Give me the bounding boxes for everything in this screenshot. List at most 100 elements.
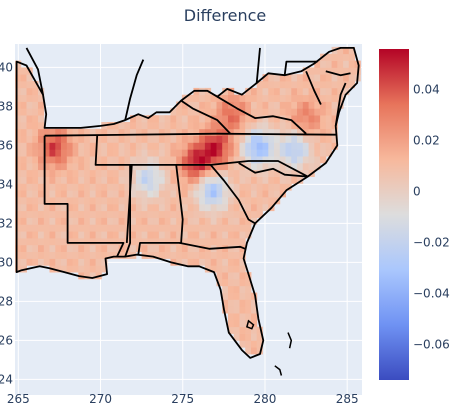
heatmap-cell [251, 340, 258, 348]
heatmap-cell [262, 122, 269, 130]
heatmap-cell [43, 224, 50, 232]
heatmap-cell [251, 128, 258, 136]
heatmap-cell [141, 169, 148, 177]
heatmap-cell [95, 251, 102, 259]
heatmap-cell [210, 183, 217, 191]
heatmap-cell [43, 197, 50, 205]
heatmap-cell [141, 156, 148, 164]
heatmap-cell [153, 183, 160, 191]
heatmap-cell [170, 135, 177, 143]
heatmap-cell [26, 217, 33, 225]
heatmap-cell [256, 115, 263, 123]
heatmap-cell [245, 142, 252, 150]
heatmap-cell [337, 87, 344, 96]
heatmap-cell [130, 115, 137, 123]
heatmap-cell [26, 176, 33, 184]
heatmap-cell [78, 210, 85, 218]
heatmap-cell [325, 81, 332, 89]
heatmap-cell [239, 156, 246, 164]
heatmap-cell [130, 122, 137, 130]
heatmap-cell [55, 142, 62, 150]
heatmap-cell [20, 162, 27, 171]
heatmap-cell [55, 128, 62, 136]
heatmap-cell [89, 183, 96, 191]
heatmap-cell [181, 197, 189, 205]
heatmap-cell [314, 101, 321, 109]
heatmap-cell [181, 115, 189, 123]
heatmap-cell [107, 183, 114, 191]
heatmap-cell [233, 149, 240, 157]
heatmap-cell [239, 101, 246, 109]
heatmap-cell [210, 135, 217, 143]
heatmap-cell [101, 203, 108, 212]
heatmap-cell [228, 190, 235, 198]
heatmap-cell [274, 142, 281, 150]
heatmap-cell [216, 217, 223, 225]
heatmap-cell [15, 149, 22, 157]
heatmap-cell [291, 169, 298, 177]
heatmap-cell [158, 128, 166, 136]
heatmap-cell [32, 94, 39, 102]
heatmap-cell [32, 149, 39, 157]
heatmap-cell [170, 162, 177, 171]
heatmap-cell [118, 142, 125, 150]
heatmap-cell [112, 176, 120, 184]
heatmap-cell [222, 162, 229, 171]
heatmap-cell [101, 183, 108, 191]
heatmap-cell [233, 162, 240, 171]
heatmap-cell [297, 94, 304, 102]
heatmap-cell [320, 67, 327, 75]
heatmap-cell [170, 203, 177, 212]
heatmap-cell [95, 203, 102, 212]
heatmap-cell [89, 265, 96, 273]
heatmap-cell [239, 272, 246, 280]
heatmap-cell [78, 149, 85, 157]
heatmap-cell [61, 142, 68, 150]
heatmap-cell [130, 156, 137, 164]
state-border [305, 70, 322, 105]
heatmap-cell [107, 224, 114, 232]
heatmap-cell [61, 217, 68, 225]
heatmap-cell [147, 197, 154, 205]
heatmap-cell [107, 251, 114, 259]
heatmap-cell [251, 176, 258, 184]
heatmap-cell [239, 217, 246, 225]
heatmap-cell [297, 87, 304, 96]
heatmap-cell [245, 333, 252, 341]
heatmap-cell [216, 169, 223, 177]
heatmap-cell [130, 210, 137, 218]
y-tick-label: 26 [0, 333, 13, 347]
heatmap-cell [233, 333, 240, 341]
heatmap-cell [20, 135, 27, 143]
heatmap-cell [256, 135, 263, 143]
heatmap-cell [147, 135, 154, 143]
heatmap-cell [49, 156, 56, 164]
heatmap-cell [256, 190, 263, 198]
heatmap-cell [325, 60, 332, 68]
state-border [43, 135, 125, 257]
heatmap-cell [147, 122, 154, 130]
heatmap-cell [216, 156, 223, 164]
heatmap-cell [15, 251, 22, 259]
heatmap-cell [251, 108, 258, 116]
heatmap-cell [302, 135, 309, 143]
heatmap-cell [193, 108, 200, 116]
heatmap-cell [72, 231, 79, 239]
heatmap-cell [101, 156, 108, 164]
heatmap-cell [331, 128, 338, 136]
heatmap-cell [251, 156, 258, 164]
heatmap-cell [112, 169, 120, 177]
heatmap-cell [153, 122, 160, 130]
heatmap-cell [118, 149, 125, 157]
heatmap-cell [320, 108, 327, 116]
heatmap-cell [32, 128, 39, 136]
heatmap-cell [285, 149, 292, 157]
heatmap-cell [314, 108, 321, 116]
heatmap-cell [199, 197, 206, 205]
heatmap-cell [228, 135, 235, 143]
island-outline [274, 365, 283, 376]
heatmap-cell [228, 142, 235, 150]
heatmap-cell [55, 231, 62, 239]
heatmap-cell [187, 197, 194, 205]
heatmap-cell [78, 231, 85, 239]
